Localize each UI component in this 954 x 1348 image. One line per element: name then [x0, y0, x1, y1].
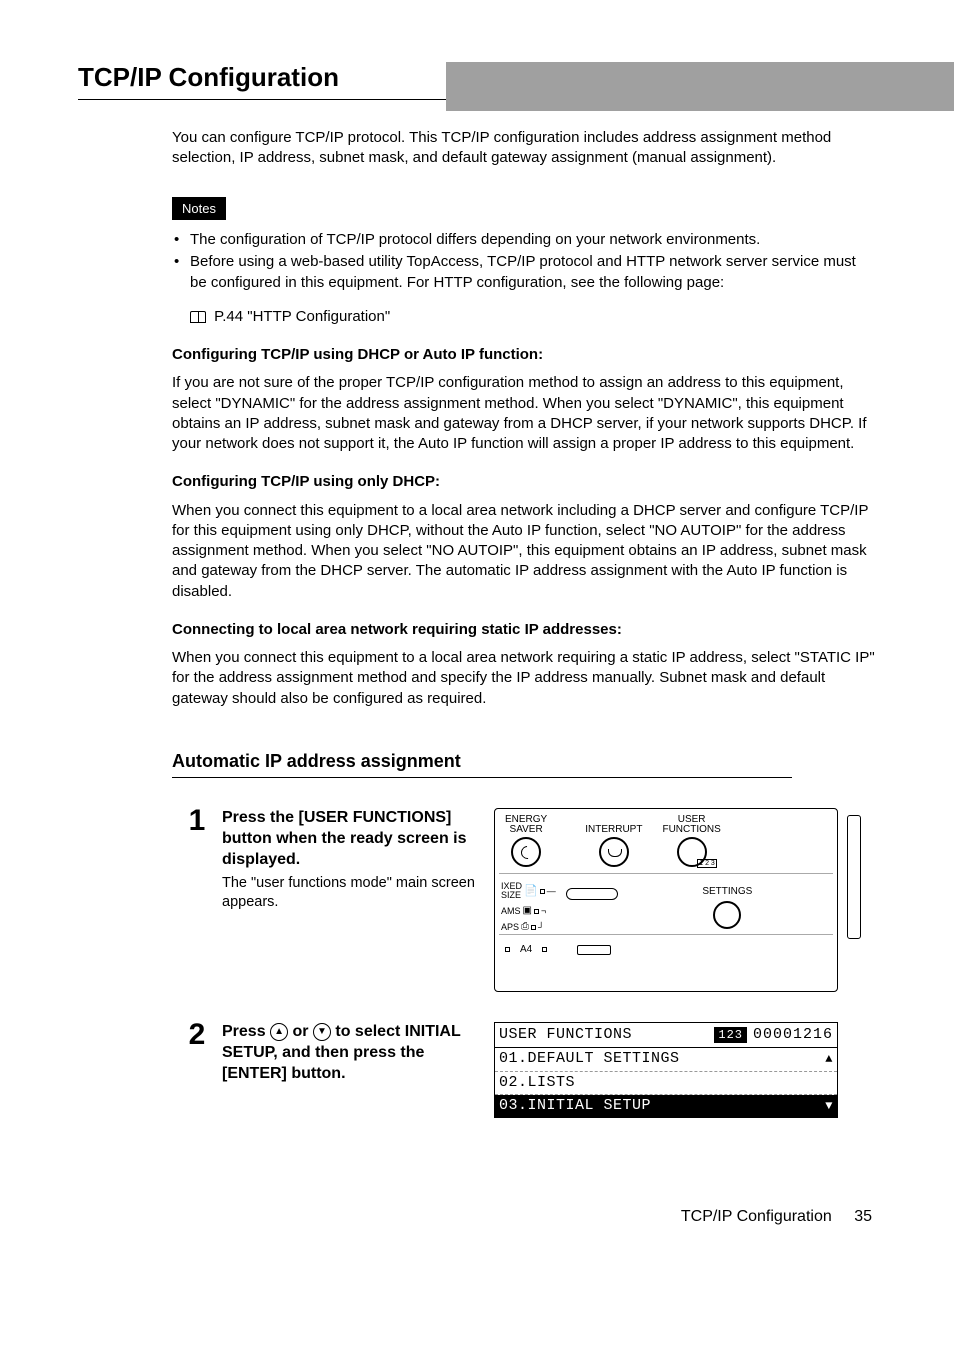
- lcd-title: USER FUNCTIONS: [499, 1025, 632, 1045]
- lcd-header: USER FUNCTIONS 123 00001216: [495, 1023, 837, 1048]
- page-root: TCP/IP Configuration You can configure T…: [0, 62, 954, 1266]
- step-figure: ENERGY SAVER INTERRUPT USER FUNCTIONS 1 …: [494, 808, 838, 992]
- lcd-screen-figure: USER FUNCTIONS 123 00001216 01.DEFAULT S…: [494, 1022, 838, 1118]
- lcd-row-text: 03.INITIAL SETUP: [499, 1096, 651, 1116]
- notes-ref-text: P.44 "HTTP Configuration": [214, 308, 390, 325]
- step-bold-pre: Press: [222, 1023, 270, 1040]
- notes-label: Notes: [172, 197, 226, 221]
- panel-divider: [499, 934, 833, 935]
- step-text: Press ▲ or ▼ to select INITIAL SETUP, an…: [222, 1022, 486, 1084]
- up-arrow-icon: ▲: [270, 1023, 288, 1041]
- step: 2 Press ▲ or ▼ to select INITIAL SETUP, …: [172, 1022, 876, 1118]
- panel-divider: [499, 873, 833, 874]
- ixed-size-label: IXED SIZE: [501, 882, 522, 900]
- footer-text: TCP/IP Configuration: [681, 1208, 832, 1225]
- lcd-badge: 123: [714, 1027, 747, 1043]
- panel-user-functions: USER FUNCTIONS 1 2 3: [662, 815, 720, 867]
- lcd-count: 00001216: [753, 1025, 833, 1045]
- section-title: Connecting to local area network requiri…: [172, 620, 876, 640]
- interrupt-icon: [599, 837, 629, 867]
- lcd-row: 01.DEFAULT SETTINGS ▲: [495, 1048, 837, 1071]
- panel-mid-row: IXED SIZE 📄 — AMS ▣ ¬ APS ⎙ ┘ SETTINGS: [495, 880, 837, 932]
- step-bold: Press the [USER FUNCTIONS] button when t…: [222, 809, 467, 868]
- small-123-badge: 1 2 3: [697, 859, 717, 868]
- panel-interrupt: INTERRUPT: [585, 815, 642, 867]
- tray-icon: [577, 945, 611, 955]
- panel-label: USER FUNCTIONS: [662, 815, 720, 835]
- page-footer: TCP/IP Configuration 35: [78, 1208, 876, 1226]
- settings-icon: [713, 901, 741, 929]
- step-bold-mid: or: [288, 1023, 313, 1040]
- step-text: Press the [USER FUNCTIONS] button when t…: [222, 808, 486, 912]
- lcd-row-selected: 03.INITIAL SETUP ▼: [495, 1095, 837, 1117]
- aps-label: APS: [501, 923, 519, 932]
- tiny-box-icon: [505, 947, 510, 952]
- lcd-row-text: 02.LISTS: [499, 1073, 575, 1093]
- down-arrow-icon: ▼: [825, 1098, 833, 1114]
- panel-energy-saver: ENERGY SAVER: [505, 815, 547, 867]
- section-body: When you connect this equipment to a loc…: [172, 501, 876, 602]
- pill-button: [566, 888, 618, 900]
- control-panel-figure: ENERGY SAVER INTERRUPT USER FUNCTIONS 1 …: [494, 808, 838, 992]
- settings-label: SETTINGS: [628, 885, 827, 899]
- panel-side-bar: [847, 815, 861, 939]
- section-title: Configuring TCP/IP using only DHCP:: [172, 472, 876, 492]
- step-sub: The "user functions mode" main screen ap…: [222, 874, 486, 912]
- section-title: Configuring TCP/IP using DHCP or Auto IP…: [172, 345, 876, 365]
- section-body: When you connect this equipment to a loc…: [172, 648, 876, 709]
- ams-label: AMS: [501, 907, 521, 916]
- tiny-box-icon: [542, 947, 547, 952]
- panel-tiny-icons: IXED SIZE 📄 — AMS ▣ ¬ APS ⎙ ┘: [501, 882, 556, 932]
- notes-reference: P.44 "HTTP Configuration": [172, 307, 876, 327]
- step-number: 2: [172, 1020, 222, 1050]
- steps-container: 1 Press the [USER FUNCTIONS] button when…: [172, 808, 876, 1118]
- step-bold: Press ▲ or ▼ to select INITIAL SETUP, an…: [222, 1023, 460, 1082]
- footer-page-number: 35: [854, 1208, 872, 1225]
- body-column: You can configure TCP/IP protocol. This …: [172, 128, 876, 1118]
- panel-settings-col: SETTINGS: [628, 885, 827, 930]
- subheading: Automatic IP address assignment: [172, 749, 792, 778]
- step-number: 1: [172, 806, 222, 836]
- intro-paragraph: You can configure TCP/IP protocol. This …: [172, 128, 876, 169]
- header-gray-block: [446, 62, 954, 111]
- up-arrow-icon: ▲: [825, 1051, 833, 1067]
- panel-bottom-row: A4: [495, 941, 837, 959]
- moon-icon: [511, 837, 541, 867]
- panel-label: INTERRUPT: [585, 825, 642, 835]
- notes-item: Before using a web-based utility TopAcce…: [172, 252, 876, 293]
- step: 1 Press the [USER FUNCTIONS] button when…: [172, 808, 876, 992]
- section-body: If you are not sure of the proper TCP/IP…: [172, 373, 876, 454]
- notes-item: The configuration of TCP/IP protocol dif…: [172, 230, 876, 250]
- step-figure: USER FUNCTIONS 123 00001216 01.DEFAULT S…: [494, 1022, 838, 1118]
- panel-label: ENERGY SAVER: [505, 815, 547, 835]
- panel-top-row: ENERGY SAVER INTERRUPT USER FUNCTIONS 1 …: [495, 809, 837, 867]
- book-icon: [190, 311, 206, 323]
- lcd-row: 02.LISTS: [495, 1072, 837, 1095]
- a4-label: A4: [520, 943, 532, 957]
- notes-list: The configuration of TCP/IP protocol dif…: [172, 230, 876, 293]
- lcd-row-text: 01.DEFAULT SETTINGS: [499, 1049, 680, 1069]
- down-arrow-icon: ▼: [313, 1023, 331, 1041]
